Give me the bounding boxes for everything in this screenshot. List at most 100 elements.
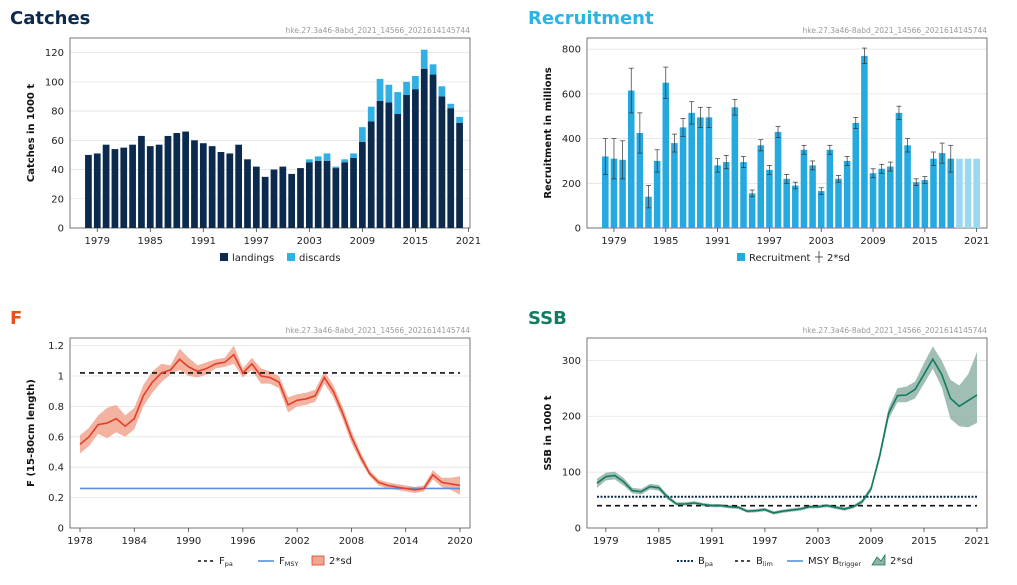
recruitment-bar <box>610 158 618 228</box>
landings-bar <box>394 114 402 228</box>
recruitment-bar <box>627 90 635 228</box>
f-panel: F hke.27.3a46-8abd_2021_14566_2021614145… <box>0 300 500 585</box>
x-tick-label: 1984 <box>122 536 147 547</box>
legend-fpa-label: Fpa <box>219 556 233 568</box>
recruitment-bar <box>636 133 644 228</box>
x-tick-label: 1979 <box>85 236 110 247</box>
y-tick-label: 100 <box>562 468 581 479</box>
y-axis-label: F (15-80cm length) <box>26 379 37 487</box>
x-tick-label: 2002 <box>284 536 309 547</box>
y-tick-label: 300 <box>562 356 581 367</box>
landings-bar <box>164 135 172 228</box>
plot-frame <box>69 337 471 529</box>
x-tick-label: 2003 <box>297 236 322 247</box>
y-tick-label: 0.2 <box>48 493 64 504</box>
recruitment-bar <box>705 117 713 228</box>
landings-bar <box>447 108 455 228</box>
recruitment-title: Recruitment <box>528 8 654 29</box>
recruitment-bar <box>809 165 816 228</box>
recruitment-bar <box>792 185 799 228</box>
x-tick-label: 1997 <box>244 236 269 247</box>
discards-bar <box>429 64 437 75</box>
x-tick-label: 2015 <box>403 236 428 247</box>
y-tick-label: 400 <box>562 134 581 145</box>
landings-bar <box>138 135 145 228</box>
y-tick-label: 200 <box>562 412 581 423</box>
recruitment-bar <box>722 162 730 228</box>
y-tick-label: 0 <box>575 524 581 535</box>
y-tick-label: 80 <box>51 107 64 118</box>
recruitment-bar <box>757 145 765 228</box>
ssb-panel: SSB hke.27.3a46-8abd_2021_14566_20216141… <box>517 300 1017 585</box>
discards-bar <box>412 76 419 90</box>
recruitment-chart: hke.27.3a46-8abd_2021_14566_202161414574… <box>543 26 989 264</box>
legend-discards-swatch <box>287 253 295 261</box>
recruitment-bar <box>895 112 903 228</box>
landings-bar <box>235 144 243 228</box>
ssb-line <box>596 357 978 514</box>
recruitment-bar <box>748 193 756 228</box>
recruitment-bar <box>973 158 980 228</box>
ssb-confidence-band <box>597 346 977 515</box>
recruitment-bar <box>835 178 842 228</box>
y-tick-label: 1.2 <box>48 341 64 352</box>
f-line <box>79 353 461 491</box>
y-tick-label: 200 <box>562 179 581 190</box>
landings-bar <box>155 144 163 228</box>
recruitment-bar <box>740 162 747 228</box>
landings-bar <box>93 153 101 228</box>
landings-bar <box>359 141 366 228</box>
landings-bar <box>85 154 92 228</box>
landings-bar <box>429 74 437 229</box>
catches-panel: Catches hke.27.3a46-8abd_2021_14566_2021… <box>0 0 500 285</box>
landings-bar <box>403 95 410 228</box>
x-tick-label: 2021 <box>964 536 989 547</box>
discards-bar <box>403 81 410 95</box>
recruitment-bar <box>662 82 670 229</box>
y-tick-label: 0 <box>58 224 64 235</box>
legend-sd-label: 2*sd <box>890 556 913 567</box>
recruitment-bar <box>619 159 626 228</box>
discards-bar <box>385 84 393 103</box>
recruitment-bar <box>783 178 790 228</box>
recruitment-bar <box>774 131 782 228</box>
f-chart: hke.27.3a46-8abd_2021_14566_202161414574… <box>26 326 473 568</box>
x-tick-label: 2003 <box>809 236 834 247</box>
landings-bar <box>438 96 446 228</box>
legend-bpa-label: Bpa <box>698 556 713 568</box>
landings-bar <box>323 160 331 228</box>
x-tick-label: 1985 <box>653 236 678 247</box>
legend-discards-label: discards <box>299 253 340 264</box>
recruitment-bar <box>817 191 825 228</box>
x-tick-label: 1979 <box>601 236 626 247</box>
chart-code-label: hke.27.3a46-8abd_2021_14566_202161414574… <box>286 26 471 35</box>
x-tick-label: 1991 <box>705 236 730 247</box>
legend-landings-label: landings <box>232 253 274 264</box>
catches-title: Catches <box>10 8 91 29</box>
recruitment-bar <box>645 196 652 228</box>
discards-bar <box>341 159 349 163</box>
recruitment-bar <box>731 107 739 228</box>
recruitment-bar <box>852 122 860 228</box>
discards-bar <box>376 78 384 101</box>
legend-fmsy-label: FMSY <box>279 556 298 568</box>
recruitment-bar <box>964 158 972 228</box>
landings-bar <box>208 146 216 228</box>
legend-sd-label: 2*sd <box>329 556 352 567</box>
recruitment-bar <box>671 143 678 228</box>
x-tick-label: 2009 <box>350 236 375 247</box>
f-title: F <box>10 308 23 329</box>
y-tick-label: 120 <box>45 48 64 59</box>
x-tick-label: 1997 <box>757 236 782 247</box>
recruitment-bar <box>904 145 911 228</box>
recruitment-bar <box>887 166 894 228</box>
y-tick-label: 20 <box>51 194 64 205</box>
y-tick-label: 0 <box>58 524 64 535</box>
legend-recruitment-swatch <box>737 253 745 261</box>
discards-bar <box>447 103 455 109</box>
x-tick-label: 2020 <box>447 536 472 547</box>
landings-bar <box>146 146 154 228</box>
discards-bar <box>359 127 366 142</box>
landings-bar <box>288 173 296 228</box>
f-confidence-band <box>80 345 460 495</box>
